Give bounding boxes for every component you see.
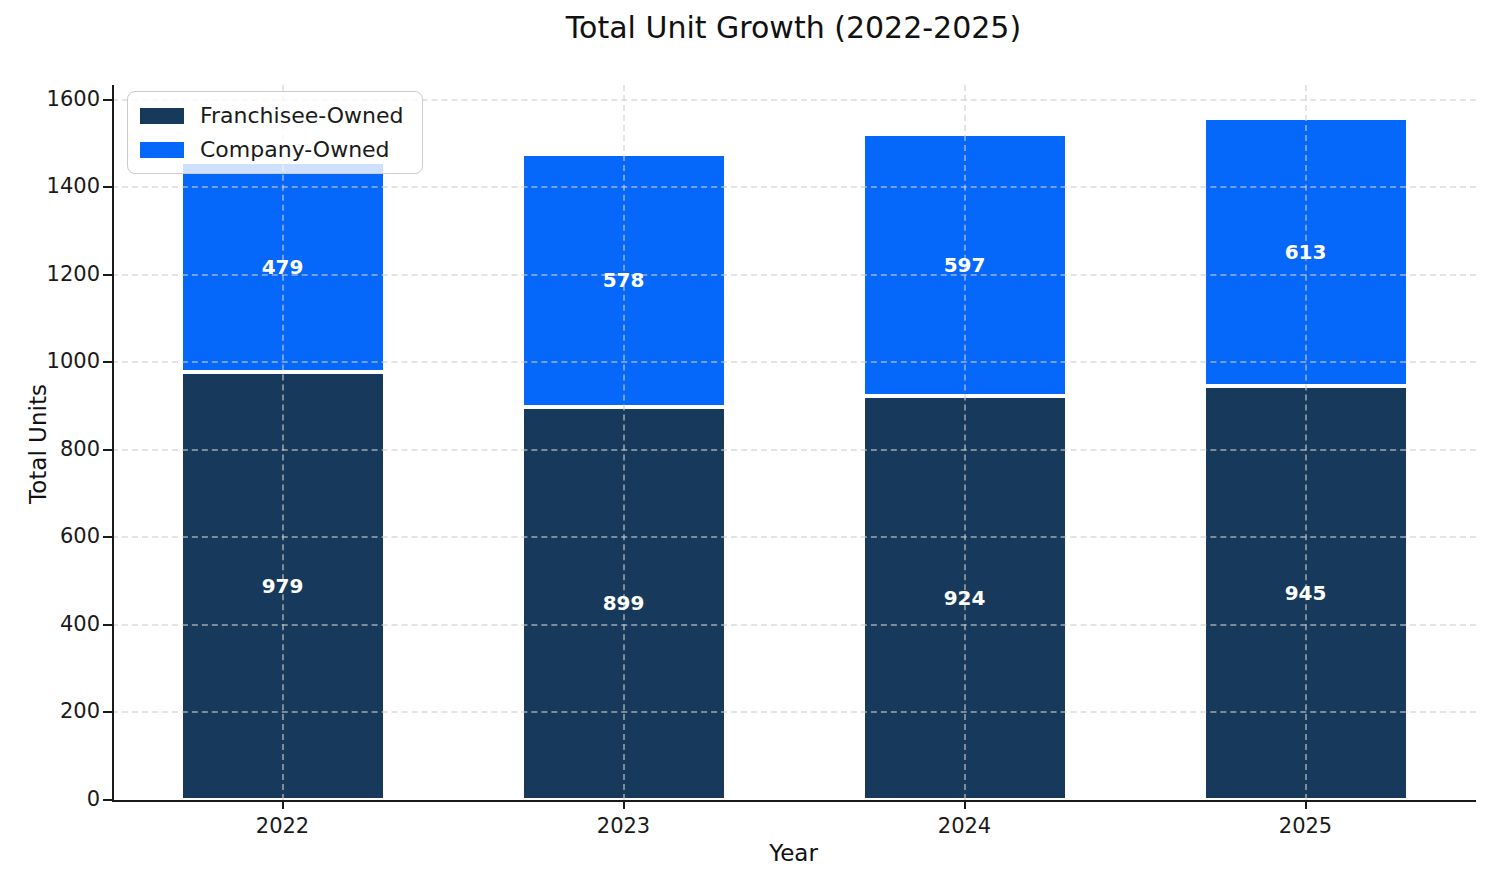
y-gridline	[112, 624, 1476, 626]
y-tick-label: 1400	[10, 176, 100, 197]
x-tick-mark	[282, 800, 284, 809]
x-axis-spine	[112, 800, 1476, 802]
y-tick-label: 0	[10, 789, 100, 810]
company-owned-swatch-icon	[140, 142, 184, 158]
legend-label: Company-Owned	[200, 137, 390, 162]
y-tick-label: 200	[10, 701, 100, 722]
franchisee-owned-swatch-icon	[140, 108, 184, 124]
bar-value-label: 924	[905, 588, 1025, 608]
y-tick-mark	[103, 274, 112, 276]
y-tick-mark	[103, 536, 112, 538]
y-tick-label: 1600	[10, 89, 100, 110]
x-tick-mark	[1305, 800, 1307, 809]
x-tick-label: 2025	[1246, 814, 1366, 838]
bar-value-label: 945	[1246, 583, 1366, 603]
y-tick-mark	[103, 624, 112, 626]
y-tick-label: 600	[10, 526, 100, 547]
y-gridline	[112, 449, 1476, 451]
x-gridline	[282, 85, 284, 800]
x-gridline	[1305, 85, 1307, 800]
bar-value-label: 899	[564, 593, 684, 613]
bar-value-label: 479	[223, 257, 343, 277]
x-gridline	[623, 85, 625, 800]
y-tick-label: 1000	[10, 351, 100, 372]
legend-item-company-owned: Company-Owned	[140, 137, 404, 162]
legend-item-franchisee-owned: Franchisee-Owned	[140, 103, 404, 128]
y-tick-mark	[103, 186, 112, 188]
y-tick-mark	[103, 799, 112, 801]
x-axis-title: Year	[112, 840, 1475, 866]
x-tick-mark	[964, 800, 966, 809]
legend: Franchisee-Owned Company-Owned	[127, 91, 423, 174]
y-tick-label: 800	[10, 439, 100, 460]
y-tick-mark	[103, 449, 112, 451]
bar-value-label: 613	[1246, 242, 1366, 262]
y-gridline	[112, 361, 1476, 363]
bar-value-label: 979	[223, 576, 343, 596]
y-tick-mark	[103, 711, 112, 713]
y-tick-mark	[103, 361, 112, 363]
y-tick-mark	[103, 99, 112, 101]
x-tick-mark	[623, 800, 625, 809]
figure: Total Unit Growth (2022-2025) 0200400600…	[0, 0, 1485, 884]
y-axis-spine	[112, 85, 114, 802]
x-tick-label: 2023	[564, 814, 684, 838]
bar-value-label: 597	[905, 255, 1025, 275]
x-tick-label: 2024	[905, 814, 1025, 838]
bar-value-label: 578	[564, 270, 684, 290]
legend-label: Franchisee-Owned	[200, 103, 404, 128]
y-tick-label: 400	[10, 614, 100, 635]
x-gridline	[964, 85, 966, 800]
y-gridline	[112, 186, 1476, 188]
y-gridline	[112, 536, 1476, 538]
y-tick-label: 1200	[10, 264, 100, 285]
y-gridline	[112, 711, 1476, 713]
x-tick-label: 2022	[223, 814, 343, 838]
